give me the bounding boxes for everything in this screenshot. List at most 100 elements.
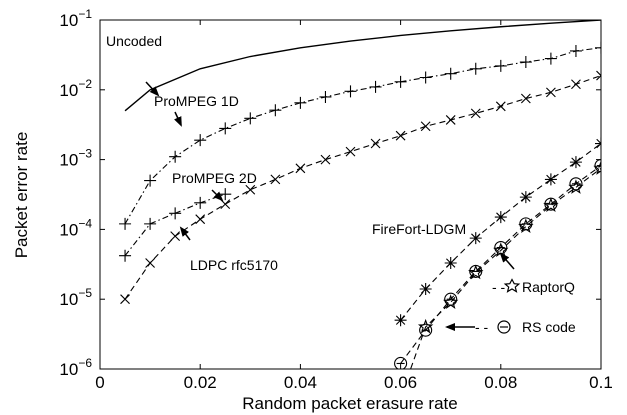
series-ldpc-rfc5170-marker (420, 121, 431, 132)
series-prompeg-1d-marker (544, 52, 557, 65)
annotation-prompeg-1d: ProMPEG 1D (154, 93, 239, 109)
series-ldpc-rfc5170-marker (170, 231, 181, 242)
series-prompeg-1d-marker (294, 96, 307, 109)
y-tick-exponent: −1 (78, 7, 92, 21)
series-ldpc-rfc5170-marker (195, 214, 206, 225)
series-firefort-ldgm-marker (394, 314, 407, 327)
annotation-raptorq: RaptorQ (522, 279, 575, 295)
y-axis-label: Packet error rate (12, 132, 31, 259)
y-tick-label: 10−2 (59, 77, 92, 100)
annotation-raptorq-star-icon (503, 278, 521, 293)
series-prompeg-1d-line (124, 47, 601, 225)
series-prompeg-1d (119, 41, 601, 230)
annotation-layer: Uncoded ProMPEG 1D ProMPEG 2D LDPC rfc51… (106, 33, 576, 335)
y-tick-label: 10−1 (59, 7, 92, 30)
series-prompeg-1d-marker (119, 217, 132, 230)
y-tick-exponent: −5 (78, 286, 92, 300)
series-rs-code-marker (419, 323, 433, 337)
x-tick-label: 0.1 (589, 373, 613, 392)
series-rs-code (394, 159, 601, 369)
series-ldpc-rfc5170-marker (145, 258, 155, 268)
series-ldpc-rfc5170-marker (345, 146, 356, 157)
series-firefort-ldgm (394, 137, 601, 327)
plot-frame (99, 19, 602, 370)
ticks-layer: 0 0.02 0.04 0.06 0.08 0.110−610−510−410−310−2… (59, 7, 612, 392)
series-firefort-ldgm-marker (544, 173, 557, 186)
series-prompeg-1d-marker (394, 75, 407, 88)
series-prompeg-1d-marker (519, 56, 532, 69)
series-ldpc-rfc5170-marker (320, 154, 331, 165)
series-prompeg-1d-marker (269, 104, 282, 117)
y-tick-label: 10−4 (59, 216, 92, 239)
series-prompeg-2d-marker (169, 207, 182, 220)
series-ldpc-rfc5170-marker (445, 115, 456, 125)
series-prompeg-1d-marker (244, 112, 257, 125)
series-prompeg-1d-marker (595, 41, 601, 54)
y-tick-base: 10 (59, 360, 78, 379)
series-prompeg-1d-marker (419, 71, 432, 84)
y-tick-base: 10 (59, 151, 78, 170)
annotation-rs-dash: - - (475, 319, 489, 335)
series-prompeg-2d-marker (144, 217, 157, 230)
series-firefort-ldgm-marker (519, 191, 532, 204)
series-ldpc-rfc5170 (120, 70, 601, 305)
series-prompeg-2d (119, 188, 232, 262)
series-prompeg-1d-marker (144, 174, 157, 187)
series-ldpc-rfc5170-marker (571, 79, 581, 90)
series-ldpc-rfc5170-line (124, 75, 601, 300)
y-tick-label: 10−3 (59, 147, 92, 170)
annotation-prompeg-2d-arrow (211, 189, 224, 202)
series-prompeg-1d-marker (369, 80, 382, 93)
y-tick-exponent: −6 (78, 356, 92, 370)
series-prompeg-1d-marker (194, 134, 207, 147)
series-prompeg-2d-marker (194, 196, 207, 209)
annotation-ldpc: LDPC rfc5170 (190, 257, 278, 273)
series-ldpc-rfc5170-marker (546, 87, 556, 98)
y-tick-exponent: −4 (78, 216, 92, 230)
series-prompeg-2d-line (124, 193, 226, 257)
series-raptorq (409, 160, 601, 369)
series-ldpc-rfc5170-marker (295, 163, 306, 174)
series-prompeg-2d-marker (119, 249, 132, 262)
x-tick-label: 0.06 (384, 373, 417, 392)
y-tick-label: 10−5 (59, 286, 92, 309)
annotation-firefort-ldgm: FireFort-LDGM (372, 221, 466, 237)
y-tick-base: 10 (59, 290, 78, 309)
series-rs-code-marker (569, 177, 583, 191)
series-rs-code-marker (394, 356, 408, 369)
series-firefort-ldgm-marker (469, 232, 482, 245)
series-firefort-ldgm-marker (419, 283, 432, 295)
series-uncoded-line (124, 20, 601, 112)
series-ldpc-rfc5170-marker (495, 101, 506, 112)
series-prompeg-1d-marker (469, 62, 482, 75)
series-raptorq-marker (518, 218, 534, 234)
x-tick-label: 0.08 (484, 373, 517, 392)
series-raptorq-marker (543, 197, 559, 213)
y-tick-label: 10−6 (59, 356, 92, 379)
series-ldpc-rfc5170-marker (245, 184, 256, 195)
annotation-uncoded: Uncoded (106, 33, 162, 49)
annotation-raptorq-arrow (499, 252, 515, 270)
series-layer (119, 20, 601, 369)
series-prompeg-1d-marker (569, 44, 582, 57)
series-prompeg-1d-marker (444, 67, 457, 80)
x-axis-label: Random packet erasure rate (242, 394, 457, 413)
annotation-prompeg-2d: ProMPEG 2D (172, 170, 257, 186)
y-tick-exponent: −3 (78, 147, 92, 161)
series-ldpc-rfc5170-marker (520, 93, 531, 104)
y-tick-exponent: −2 (78, 77, 92, 91)
y-tick-base: 10 (59, 81, 78, 100)
series-ldpc-rfc5170-marker (220, 199, 231, 210)
series-firefort-ldgm-marker (569, 156, 582, 169)
series-ldpc-rfc5170-marker (120, 294, 130, 305)
series-raptorq-line (409, 167, 601, 369)
annotation-uncoded-arrow (145, 81, 160, 97)
series-raptorq-marker (593, 160, 601, 175)
x-tick-label: 0.02 (184, 373, 217, 392)
annotation-prompeg-1d-arrow (174, 111, 182, 127)
series-ldpc-rfc5170-marker (470, 108, 481, 119)
series-rs-code-marker (544, 197, 558, 211)
x-tick-label: 0.04 (284, 373, 317, 392)
series-rs-code-marker (469, 264, 483, 278)
